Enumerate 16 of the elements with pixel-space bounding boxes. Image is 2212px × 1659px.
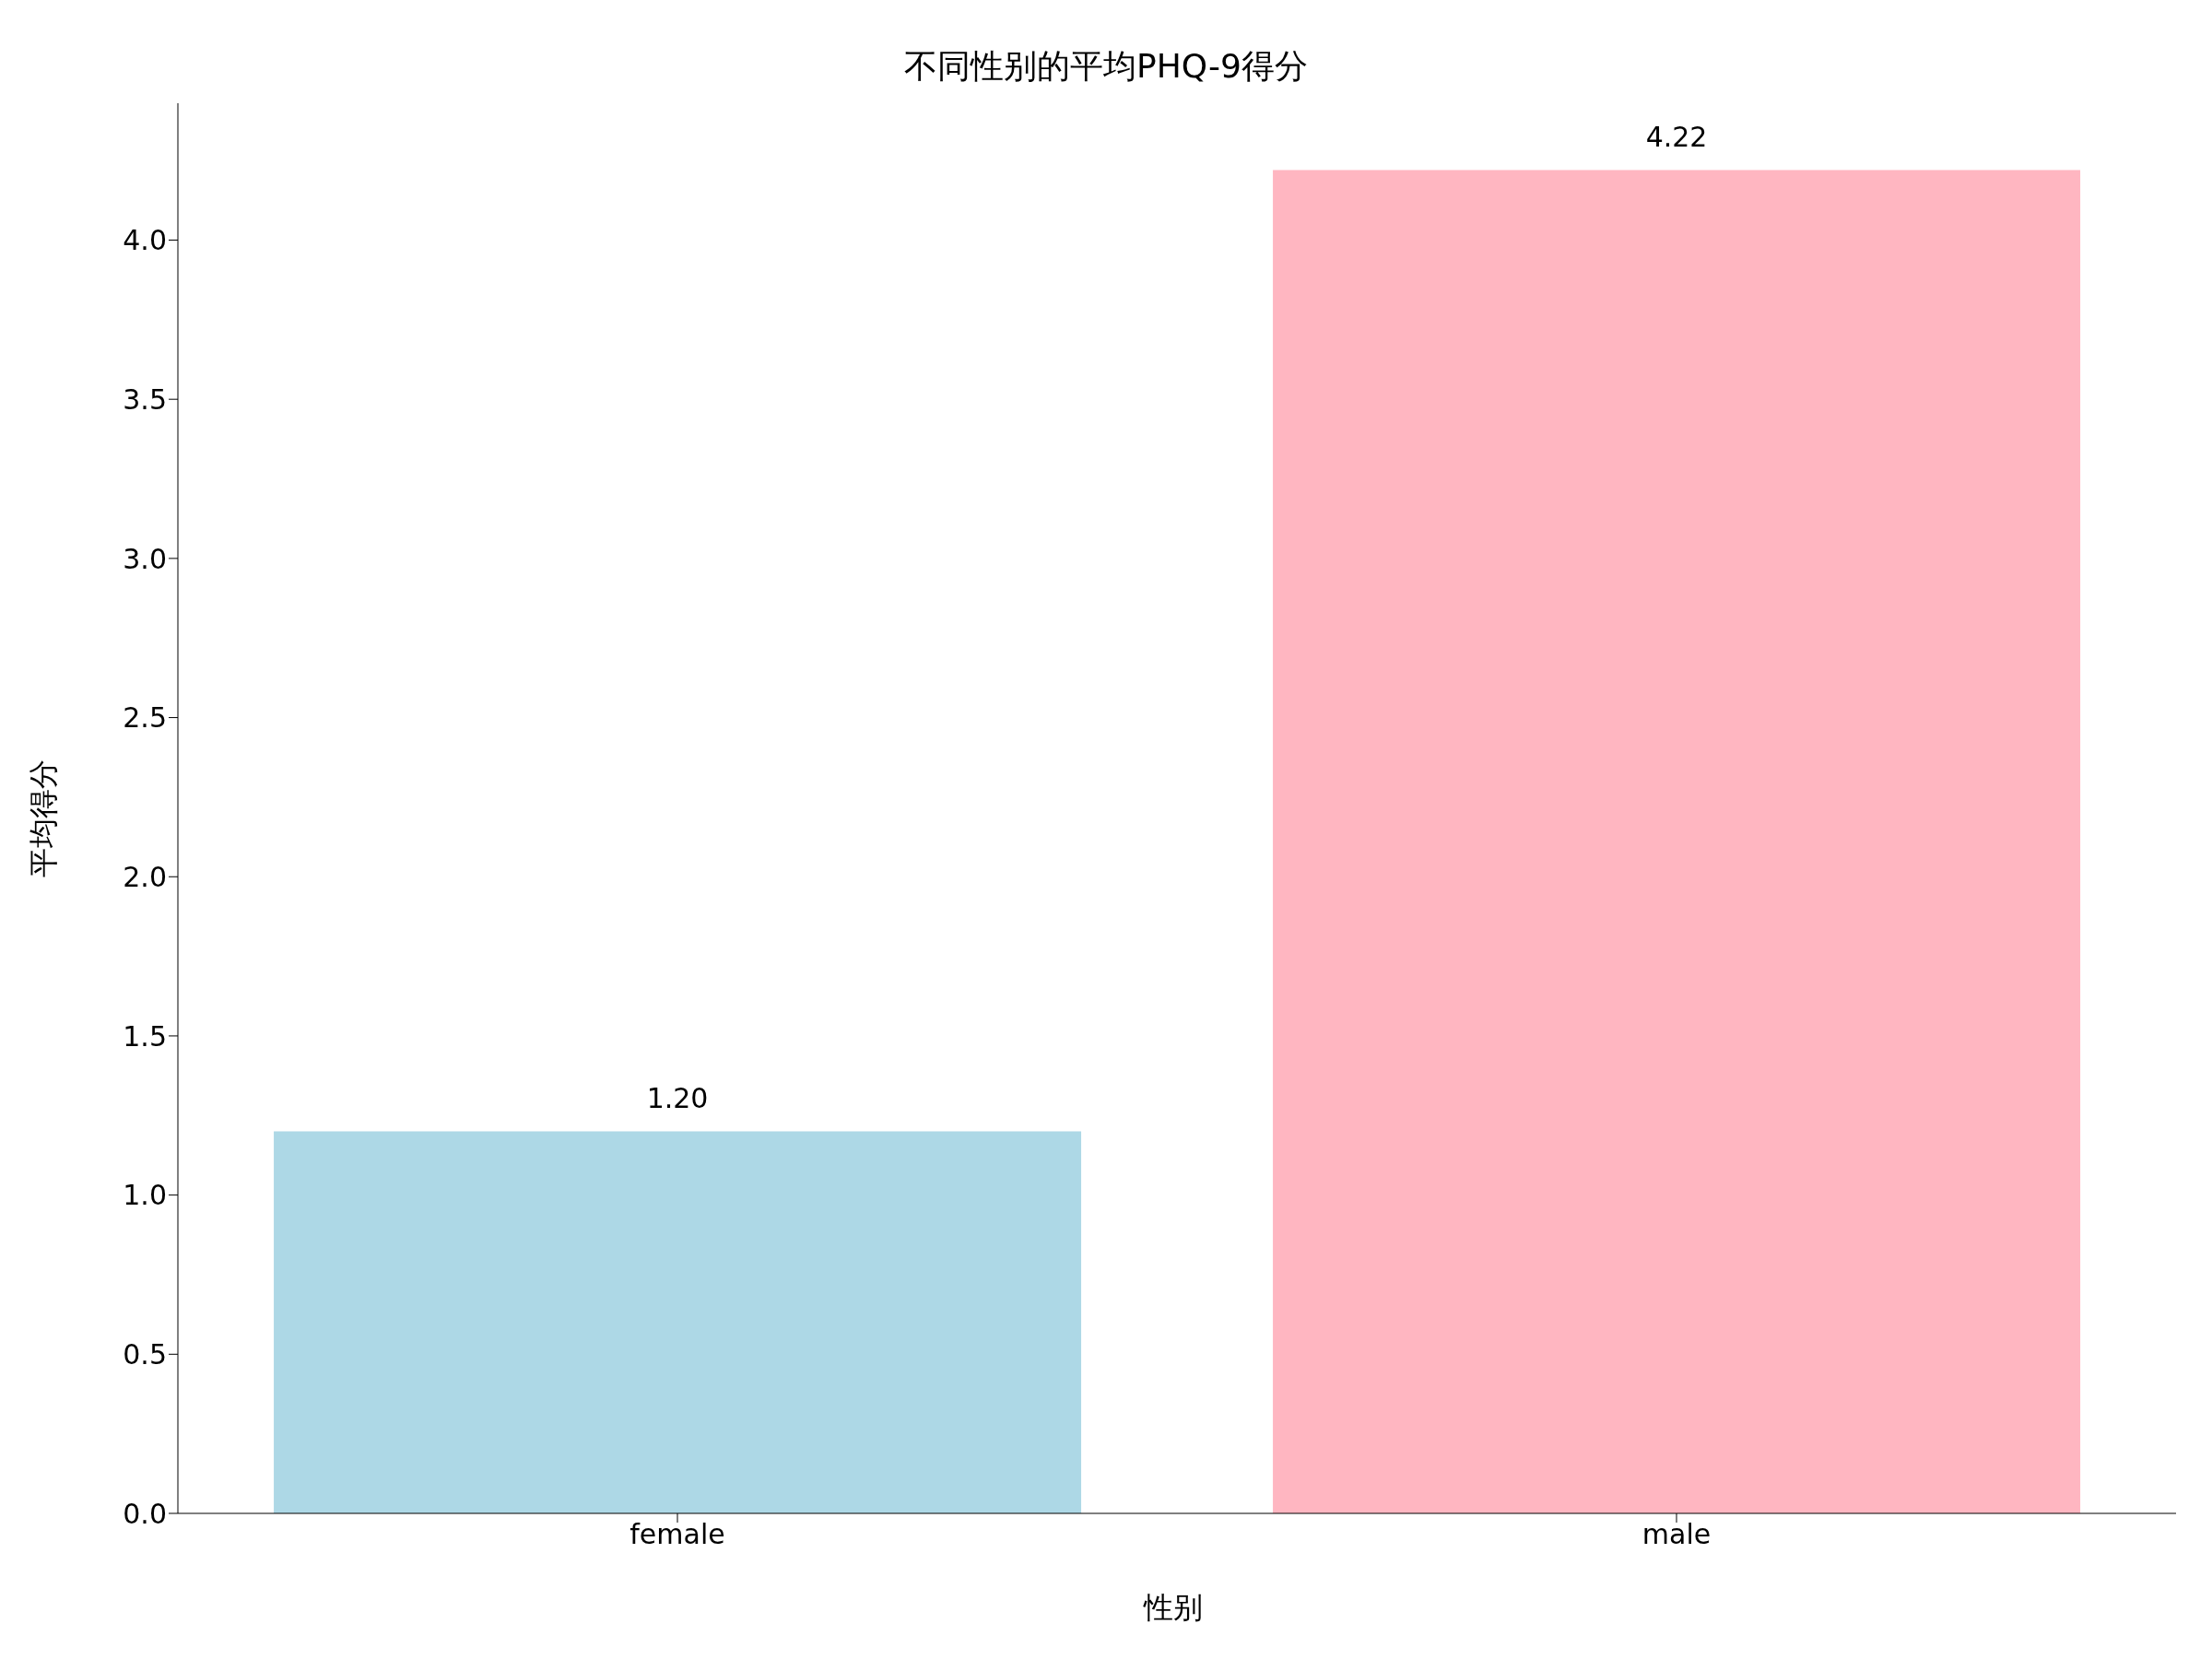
data-label: 4.22: [1645, 120, 1708, 153]
y-tick-label: 3.0: [123, 542, 167, 575]
y-tick-label: 0.5: [123, 1337, 167, 1371]
chart-title: 不同性别的平均PHQ-9得分: [903, 46, 1309, 87]
data-label: 1.20: [646, 1081, 709, 1114]
x-axis-title: 性别: [1142, 1589, 1204, 1627]
y-tick-label: 3.5: [123, 382, 167, 416]
y-axis-title: 平均得分: [25, 759, 62, 877]
y-tick-label: 1.5: [123, 1019, 167, 1053]
x-tick-label: male: [1641, 1518, 1712, 1551]
y-tick-label: 2.5: [123, 701, 167, 735]
x-tick-label: female: [629, 1518, 725, 1551]
y-tick-label: 2.0: [123, 860, 167, 893]
y-tick-label: 0.0: [123, 1497, 167, 1530]
y-tick-label: 4.0: [123, 224, 167, 257]
y-tick-label: 1.0: [123, 1179, 167, 1212]
